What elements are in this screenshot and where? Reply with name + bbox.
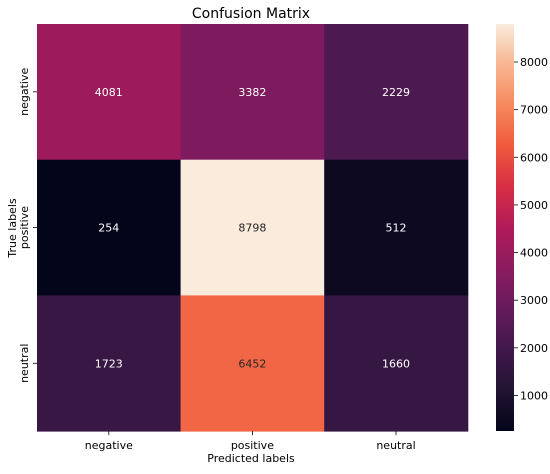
y-axis-ticks: negative positive neutral bbox=[18, 68, 37, 383]
y-tick-label: neutral bbox=[18, 344, 31, 383]
colorbar-tick-label: 6000 bbox=[520, 151, 548, 164]
colorbar-tick-label: 3000 bbox=[520, 294, 548, 307]
cell-value-label: 6452 bbox=[238, 357, 266, 370]
colorbar-ticks: 1000 2000 3000 4000 5000 6000 7000 8000 bbox=[514, 56, 548, 402]
cell-value-label: 8798 bbox=[238, 222, 266, 235]
heatmap-cell bbox=[324, 159, 469, 296]
cell-value-label: 4081 bbox=[95, 86, 123, 99]
colorbar-tick-label: 2000 bbox=[520, 342, 548, 355]
x-axis-ticks: negative positive neutral bbox=[85, 431, 416, 452]
heatmap-cell bbox=[37, 24, 182, 161]
colorbar-tick-label: 1000 bbox=[520, 389, 548, 402]
cell-value-label: 2229 bbox=[382, 86, 410, 99]
chart-title: Confusion Matrix bbox=[192, 6, 310, 22]
y-tick-label: negative bbox=[18, 68, 31, 116]
colorbar-tick-label: 8000 bbox=[520, 56, 548, 69]
colorbar bbox=[496, 24, 514, 431]
heatmap-cell bbox=[37, 159, 182, 296]
cell-value-label: 512 bbox=[386, 222, 407, 235]
cell-value-label: 3382 bbox=[238, 86, 266, 99]
heatmap-cell bbox=[180, 159, 325, 296]
heatmap-cell bbox=[324, 295, 469, 432]
x-tick-label: positive bbox=[231, 439, 274, 452]
heatmap-cells: 4081 3382 2229 254 8798 512 1723 6452 1660 bbox=[37, 24, 469, 432]
heatmap-cell bbox=[180, 24, 325, 161]
y-axis-label: True labels bbox=[6, 198, 19, 258]
heatmap-cell bbox=[37, 295, 182, 432]
heatmap-cell bbox=[324, 24, 469, 161]
colorbar-tick-label: 5000 bbox=[520, 199, 548, 212]
colorbar-tick-label: 7000 bbox=[520, 104, 548, 117]
y-tick-label: positive bbox=[18, 206, 31, 249]
x-axis-label: Predicted labels bbox=[207, 452, 295, 465]
cell-value-label: 1660 bbox=[382, 357, 410, 370]
x-tick-label: neutral bbox=[376, 439, 415, 452]
heatmap-cell bbox=[180, 295, 325, 432]
cell-value-label: 1723 bbox=[95, 357, 123, 370]
cell-value-label: 254 bbox=[98, 222, 119, 235]
colorbar-tick-label: 4000 bbox=[520, 247, 548, 260]
x-tick-label: negative bbox=[85, 439, 133, 452]
